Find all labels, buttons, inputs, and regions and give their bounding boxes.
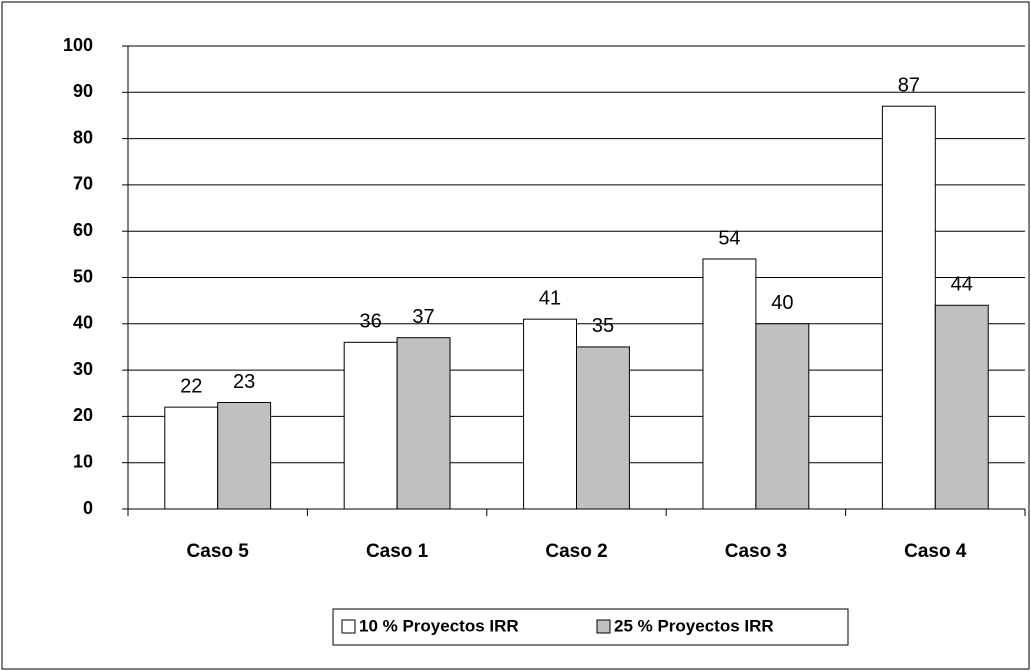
bar [523, 318, 578, 510]
bar [755, 323, 810, 510]
legend-swatch [341, 619, 356, 634]
y-tick-label: 70 [73, 174, 93, 194]
y-tick-label: 20 [73, 405, 93, 425]
x-tick-label: Caso 3 [725, 541, 787, 562]
y-tick-label: 0 [83, 498, 93, 518]
y-tick-label: 30 [73, 359, 93, 379]
bar [702, 258, 757, 510]
bar [881, 105, 936, 510]
x-tick-label: Caso 2 [545, 541, 607, 562]
value-label: 41 [539, 287, 561, 309]
legend-label: 10 % Proyectos IRR [359, 616, 519, 635]
y-tick-label: 80 [73, 127, 93, 147]
bar [934, 304, 989, 510]
x-tick-label: Caso 1 [366, 541, 429, 562]
x-tick-label: Caso 5 [187, 541, 250, 562]
legend-box [332, 608, 849, 646]
value-label: 36 [360, 311, 382, 333]
bar [164, 406, 219, 510]
value-label: 22 [180, 375, 202, 397]
value-label: 23 [233, 371, 255, 393]
bar [217, 402, 272, 510]
y-tick-label: 90 [73, 81, 93, 101]
bar [343, 341, 398, 510]
y-tick-label: 10 [73, 451, 93, 471]
value-label: 35 [592, 315, 614, 337]
legend-swatch [596, 619, 611, 634]
y-tick-label: 50 [73, 266, 93, 286]
y-tick-label: 60 [73, 220, 93, 240]
value-label: 54 [718, 227, 740, 249]
y-tick-label: 40 [73, 313, 93, 333]
y-tick-label: 100 [63, 35, 93, 55]
value-label: 40 [771, 292, 793, 314]
bar [576, 346, 630, 510]
x-tick-label: Caso 4 [904, 541, 967, 562]
value-label: 37 [412, 306, 434, 328]
value-label: 87 [898, 74, 920, 96]
bar [396, 337, 451, 510]
legend-label: 25 % Proyectos IRR [614, 616, 774, 635]
value-label: 44 [951, 274, 973, 296]
